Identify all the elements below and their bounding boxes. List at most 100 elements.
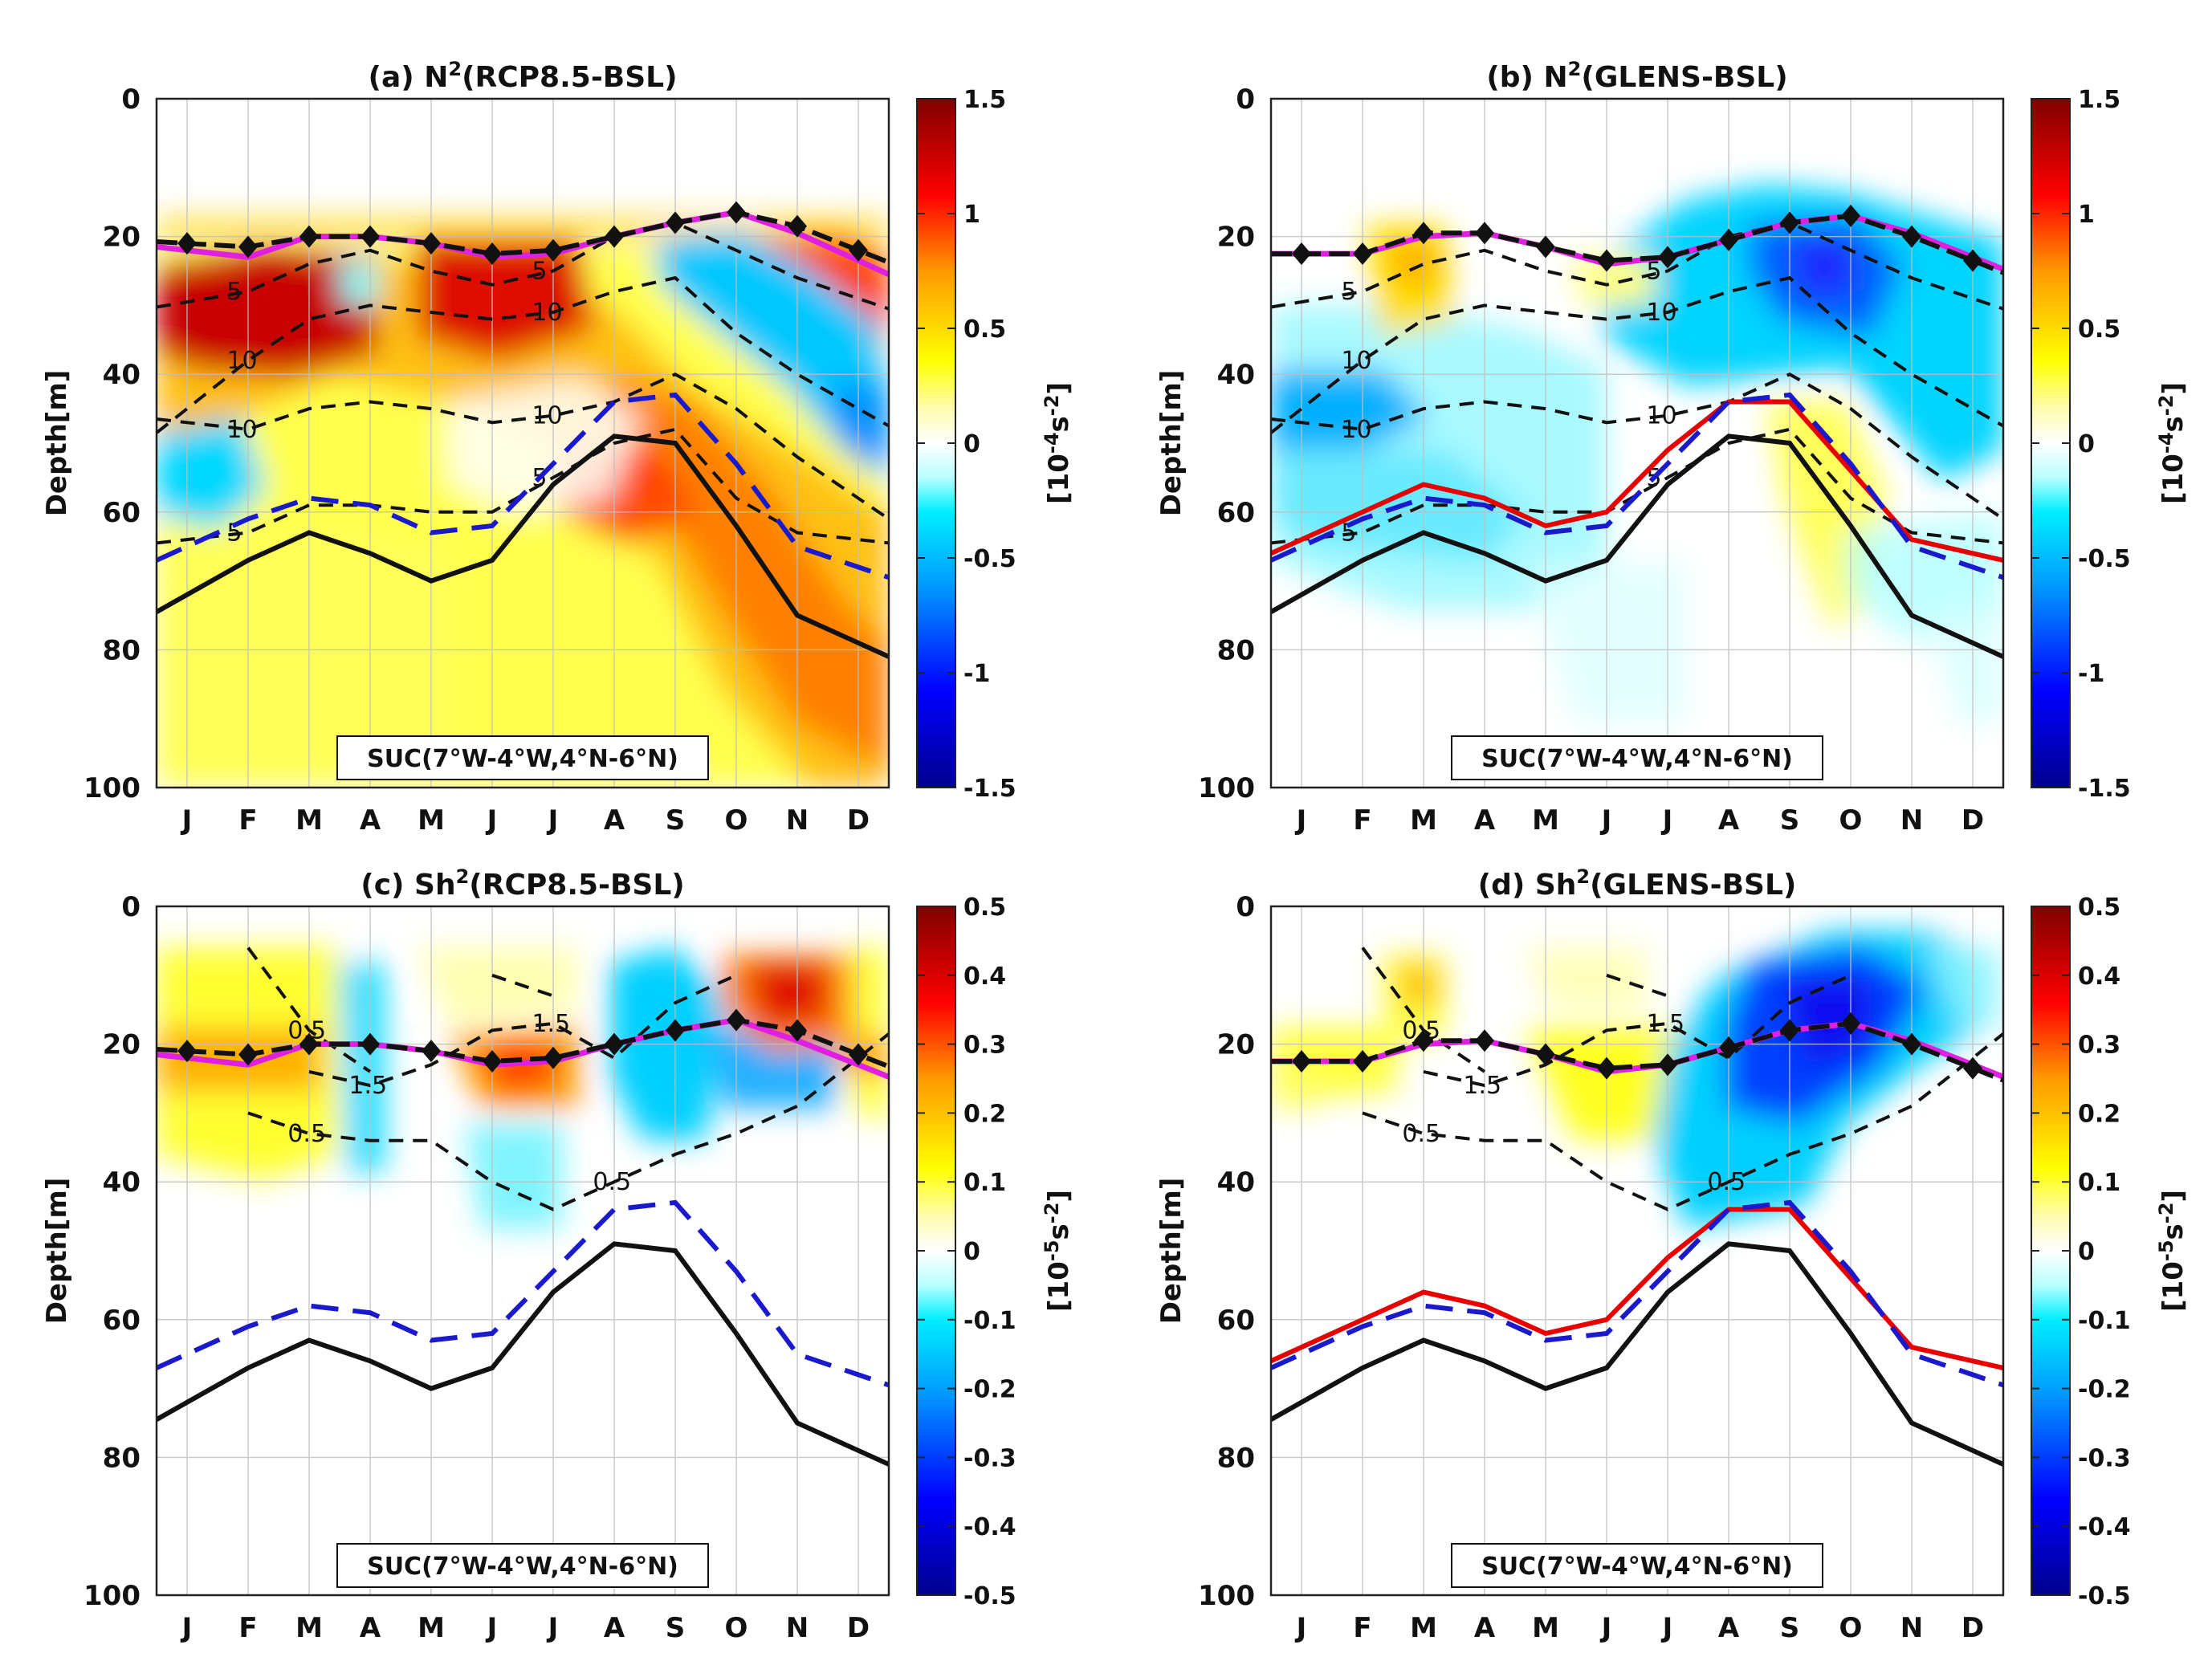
mld-marker — [1658, 1053, 1677, 1077]
magenta-line — [157, 210, 889, 277]
panel-d-title: (d) Sh2(GLENS-BSL) — [1478, 865, 1797, 902]
x-tick-label: M — [1410, 1612, 1437, 1644]
contour-label: 5 — [1341, 519, 1356, 548]
mld-marker — [605, 1032, 624, 1056]
mld-marker — [1902, 225, 1921, 248]
colorbar-tick-label: 0.1 — [963, 1169, 1006, 1197]
x-tick-label: M — [1532, 1612, 1559, 1644]
colorbar-tick-label: 0.1 — [2078, 1169, 2120, 1197]
panel-a: (a) N2(RCP8.5-BSL) — [41, 58, 1075, 837]
panel-a-cb-unit: [10-4s-2] — [1041, 382, 1075, 504]
y-tick-label: 100 — [1198, 772, 1255, 804]
mld-marker — [1475, 1029, 1494, 1052]
x-tick-label: M — [1410, 804, 1437, 837]
y-tick-label: 100 — [84, 1580, 141, 1612]
x-tick-label: A — [1718, 1612, 1740, 1644]
colorbar-tick-label: 0.5 — [963, 894, 1006, 922]
mld-marker — [788, 1019, 807, 1042]
x-tick-label: F — [1353, 804, 1371, 837]
colorbar-tick-label: -0.5 — [2078, 545, 2131, 573]
x-tick-label: S — [1780, 1612, 1800, 1644]
y-tick-label: 60 — [103, 497, 141, 529]
mld-marker — [727, 1008, 746, 1032]
black-line — [157, 434, 889, 659]
mld-marker — [1963, 1056, 1982, 1080]
x-tick-label: M — [418, 1612, 445, 1644]
y-tick-label: 80 — [103, 634, 141, 666]
panel-c-frame — [155, 905, 890, 1597]
mld-marker — [544, 1046, 563, 1069]
contour-label: 1.5 — [348, 1072, 387, 1100]
y-tick-label: 20 — [103, 222, 141, 254]
mld-marker — [1536, 1043, 1555, 1066]
panel-b-title: (b) N2(GLENS-BSL) — [1486, 58, 1787, 94]
colorbar-tick-label: 1 — [963, 201, 980, 229]
blue-dashed-line — [1271, 1199, 2003, 1388]
y-tick-label: 40 — [1217, 359, 1255, 391]
x-tick-label: O — [1839, 804, 1863, 837]
contour-label: 10 — [1341, 416, 1371, 444]
mld-line — [1271, 1020, 2003, 1083]
mld-marker — [727, 201, 746, 224]
x-tick-label: D — [1961, 1612, 1984, 1644]
contour-label: 0.5 — [593, 1168, 631, 1196]
panel-d: (d) Sh2(GLENS-BSL) 0.5 1.5 1.5 0.5 0.5 0 20 40… — [1155, 865, 2190, 1644]
panel-a-yticks: 0 20 40 60 80 100 — [84, 83, 141, 804]
mld-marker — [361, 225, 380, 248]
x-tick-label: A — [1718, 804, 1740, 837]
colorbar-tick-label: 0.5 — [963, 316, 1006, 344]
contour-line — [157, 221, 889, 311]
colorbar-tick-label: 0.4 — [2078, 963, 2120, 991]
mld-marker — [1841, 1012, 1860, 1035]
mld-marker — [177, 232, 197, 255]
x-tick-label: A — [360, 1612, 381, 1644]
mld-marker — [1475, 222, 1494, 245]
y-tick-label: 60 — [103, 1305, 141, 1337]
contour-label: 1.5 — [532, 1010, 570, 1038]
y-tick-label: 0 — [121, 83, 141, 116]
panel-c-region-box: SUC(7°W-4°W,4°N-6°N) — [336, 1543, 709, 1588]
colorbar-tick-label: 1.5 — [963, 86, 1006, 114]
x-tick-label: M — [295, 804, 323, 837]
contour-line — [157, 372, 889, 521]
panel-b-cb-unit: [10-4s-2] — [2155, 382, 2190, 504]
colorbar-tick-label: 0.2 — [2078, 1100, 2120, 1128]
colorbar-tick-label: -0.3 — [963, 1444, 1016, 1472]
x-tick-label: M — [418, 804, 445, 837]
contour-label: 5 — [226, 278, 242, 306]
panel-c-cb-unit: [10-5s-2] — [1041, 1190, 1075, 1312]
contour-line — [308, 973, 737, 1088]
colorbar-tick-label: -0.2 — [2078, 1376, 2131, 1404]
colorbar-tick-label: -1 — [2078, 660, 2104, 688]
panel-d-colorbar: 0.5 0.4 0.3 0.2 0.1 0 -0.1 -0.2 -0.3 -0.4 -0.5 [10… — [2031, 894, 2190, 1610]
colorbar-tick-label: 0.4 — [963, 963, 1006, 991]
contour-label: 10 — [1341, 347, 1371, 375]
mld-marker — [1292, 242, 1311, 266]
mld-marker — [666, 1019, 685, 1042]
panel-c-title: (c) Sh2(RCP8.5-BSL) — [361, 865, 685, 902]
panel-b-grid — [1271, 99, 2003, 788]
mld-marker — [544, 238, 563, 262]
colorbar-tick-label: -0.5 — [963, 1582, 1016, 1610]
panel-c-colorbar: 0.5 0.4 0.3 0.2 0.1 0 -0.1 -0.2 -0.3 -0.4 -0.5 [10… — [916, 894, 1075, 1610]
x-tick-label: F — [238, 1612, 257, 1644]
colorbar-tick-label: 0 — [963, 430, 980, 458]
contour-line — [1271, 427, 2003, 545]
y-tick-label: 80 — [103, 1442, 141, 1474]
contour-label: 0.5 — [1402, 1120, 1440, 1148]
red-line — [1271, 1207, 2003, 1370]
mld-line — [157, 1017, 889, 1069]
colorbar-tick-label: 1 — [2078, 201, 2095, 229]
mld-marker — [1292, 1050, 1311, 1073]
colorbar-tick-label: 0.3 — [963, 1032, 1006, 1060]
y-tick-label: 0 — [1236, 83, 1255, 116]
mld-marker — [483, 242, 502, 266]
mld-marker — [422, 232, 441, 255]
panel-b-colorbar: 1.5 1 0.5 0 -0.5 -1 -1.5 [10-4s-2] — [2031, 86, 2190, 803]
panel-b-yticks: 0 20 40 60 80 100 — [1198, 83, 1255, 804]
y-tick-label: 60 — [1217, 1305, 1255, 1337]
mld-marker — [1719, 228, 1738, 251]
contour-label: 10 — [226, 347, 257, 375]
